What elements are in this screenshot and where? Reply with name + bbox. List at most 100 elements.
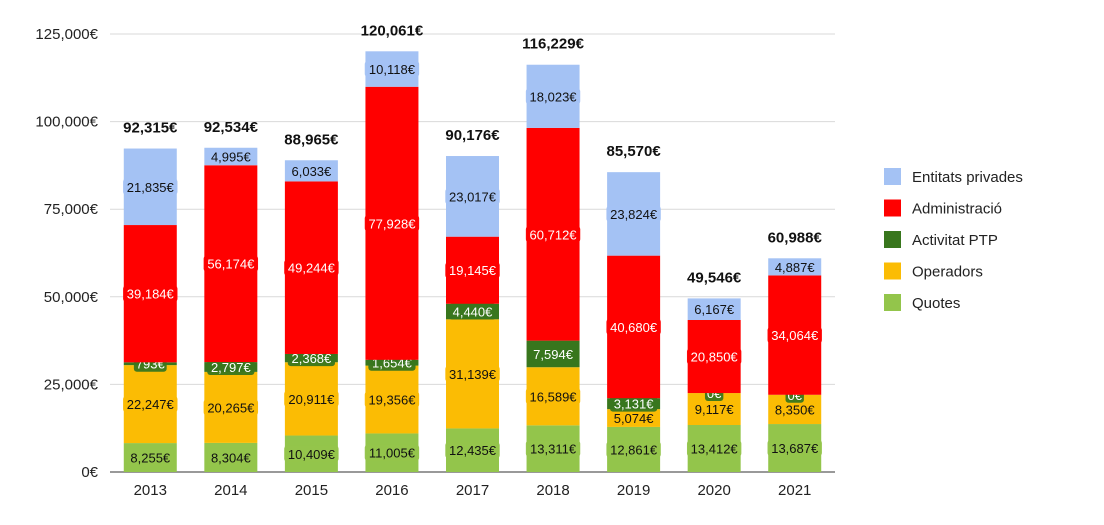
data-label-bg (126, 449, 174, 466)
legend-label: Administració (912, 201, 1002, 218)
data-label-bg (771, 401, 819, 418)
total-label: 49,546€ (687, 269, 742, 286)
x-tick-label: 2017 (456, 482, 489, 499)
data-label-bg (767, 440, 822, 457)
data-label-bg (448, 303, 497, 320)
data-label: 4,887€ (775, 260, 816, 275)
data-label-bg (606, 441, 661, 458)
data-label: 39,184€ (127, 287, 175, 302)
legend-label: Operadors (912, 264, 983, 281)
data-label-bg (364, 444, 420, 461)
data-label: 12,435€ (449, 443, 497, 458)
data-label-bg (284, 445, 339, 462)
legend-label: Activitat PTP (912, 232, 998, 249)
data-label-bg (525, 388, 581, 405)
data-label: 7,594€ (533, 347, 574, 362)
data-label: 10,409€ (288, 447, 336, 462)
data-label-bg (207, 148, 255, 165)
total-label: 92,534€ (204, 119, 259, 136)
total-label: 85,570€ (606, 143, 661, 160)
data-label-bg (690, 301, 738, 318)
data-label: 10,118€ (369, 62, 416, 77)
data-label-bg (123, 396, 178, 413)
data-label: 11,005€ (369, 446, 416, 461)
y-tick-label: 0€ (81, 464, 98, 481)
data-label: 40,680€ (610, 320, 658, 335)
data-label: 23,017€ (449, 189, 497, 204)
data-label: 19,145€ (449, 263, 497, 278)
data-label-bg (364, 391, 420, 408)
data-label: 12,861€ (610, 442, 658, 457)
data-label: 31,139€ (449, 367, 497, 382)
data-label: 22,247€ (127, 397, 175, 412)
data-label-bg (529, 345, 577, 362)
data-label: 19,356€ (368, 393, 416, 408)
total-label: 90,176€ (445, 127, 500, 144)
data-label-bg (686, 348, 742, 365)
data-label-bg (203, 399, 259, 416)
data-label-bg (606, 205, 661, 222)
data-label: 4,995€ (211, 150, 252, 165)
data-label-bg (610, 410, 658, 427)
data-label-bg (287, 162, 335, 179)
data-label: 5,074€ (614, 411, 655, 426)
x-tick-label: 2021 (778, 482, 811, 499)
total-label: 60,988€ (768, 229, 823, 246)
data-label-bg (445, 262, 500, 279)
y-tick-label: 75,000€ (44, 201, 99, 218)
y-tick-label: 100,000€ (35, 114, 98, 131)
x-tick-label: 2016 (375, 482, 408, 499)
legend-swatch (884, 168, 901, 185)
data-label: 20,265€ (207, 400, 255, 415)
x-tick-label: 2019 (617, 482, 650, 499)
data-label-bg (445, 442, 500, 459)
data-label-bg (767, 327, 822, 344)
data-label: 34,064€ (771, 328, 819, 343)
data-label-bg (606, 318, 661, 335)
data-label-bg (203, 255, 259, 272)
data-label-bg (525, 88, 581, 105)
data-label: 3,131€ (614, 397, 655, 412)
data-label: 8,350€ (775, 402, 816, 417)
data-label: 13,687€ (771, 441, 819, 456)
total-label: 88,965€ (284, 131, 339, 148)
data-label: 9,117€ (695, 402, 735, 417)
data-label: 2,368€ (292, 351, 333, 366)
y-tick-label: 25,000€ (44, 376, 99, 393)
x-tick-label: 2014 (214, 482, 247, 499)
data-label-bg (207, 358, 255, 375)
data-label: 4,440€ (453, 305, 494, 320)
data-label-bg (686, 440, 742, 457)
data-label-bg (771, 258, 819, 275)
data-label: 56,174€ (207, 257, 255, 272)
data-label: 18,023€ (530, 89, 578, 104)
total-label: 120,061€ (361, 22, 424, 39)
x-axis: 2013 2014 2015 2016 2017 2018 2019 2020 2021 (134, 482, 812, 499)
bars: 8,255€22,247€793€39,184€21,835€92,315€8,… (123, 22, 822, 472)
data-label-bg (525, 226, 581, 243)
data-label-bg (123, 178, 178, 195)
data-label: 77,928€ (368, 216, 416, 231)
x-tick-label: 2013 (134, 482, 167, 499)
y-tick-label: 50,000€ (44, 289, 99, 306)
data-label: 6,167€ (694, 302, 735, 317)
data-label: 20,850€ (691, 350, 739, 365)
data-label-bg (287, 350, 335, 367)
data-label: 49,244€ (288, 261, 336, 276)
legend-swatch (884, 231, 901, 248)
data-label-bg (690, 401, 738, 418)
legend-label: Quotes (912, 295, 960, 312)
data-label-bg (610, 395, 658, 412)
data-label: 60,712€ (530, 227, 578, 242)
data-label-bg (284, 259, 339, 276)
data-label-bg (364, 61, 420, 78)
data-label-bg (207, 449, 255, 466)
data-label: 23,824€ (610, 207, 658, 222)
x-tick-label: 2020 (697, 482, 730, 499)
x-tick-label: 2015 (295, 482, 328, 499)
total-label: 92,315€ (123, 120, 178, 137)
legend: Entitats privades Administració Activitat … (884, 168, 1023, 312)
data-label: 13,311€ (530, 442, 577, 457)
legend-label: Entitats privades (912, 169, 1023, 186)
